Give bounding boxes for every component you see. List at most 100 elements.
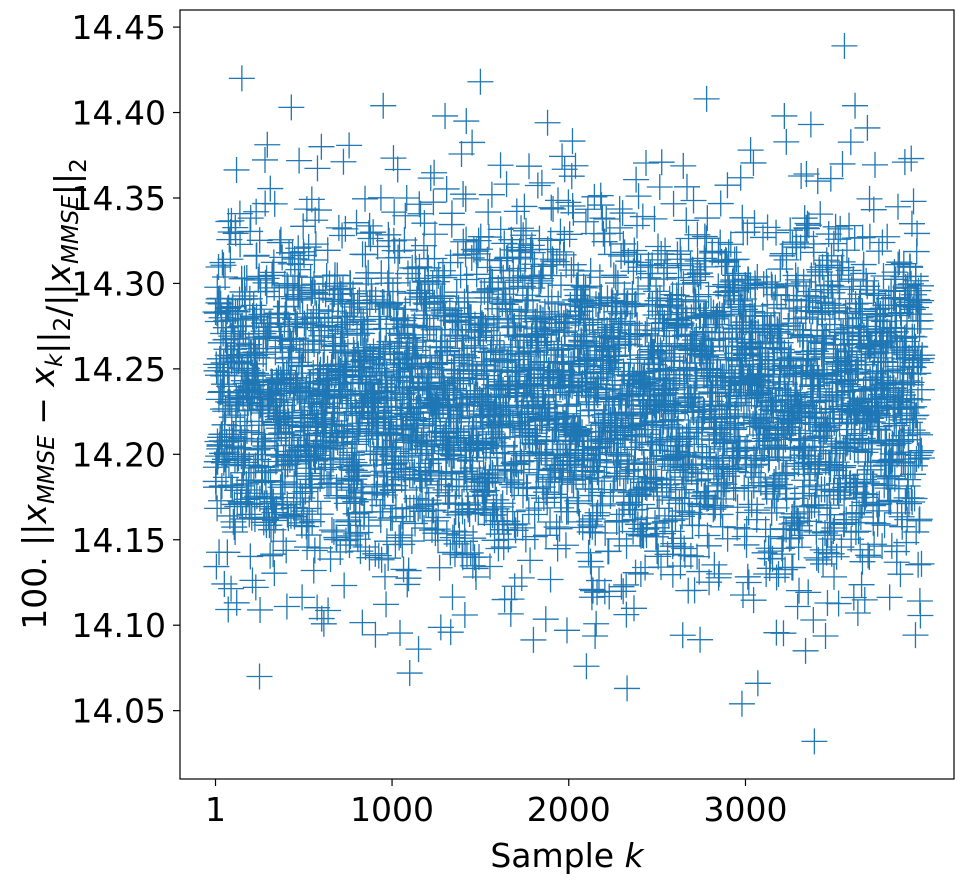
data-point [684, 467, 711, 494]
data-point [538, 289, 565, 316]
data-point [828, 254, 855, 281]
data-point [668, 252, 695, 279]
data-point [887, 396, 914, 423]
data-point [433, 445, 460, 472]
data-point [488, 493, 515, 520]
data-point [290, 213, 317, 240]
data-point [307, 501, 334, 528]
data-point [551, 156, 578, 183]
data-point [556, 221, 583, 248]
data-point [909, 342, 936, 369]
data-point [450, 181, 477, 208]
data-point [805, 452, 832, 479]
data-points [202, 32, 936, 755]
data-point [477, 444, 504, 471]
data-point [381, 199, 408, 226]
data-point [405, 636, 432, 663]
data-point [289, 484, 316, 511]
data-point [254, 131, 281, 158]
data-point [534, 364, 561, 391]
data-point [279, 240, 306, 267]
data-point [476, 553, 503, 580]
data-point [277, 250, 304, 277]
data-point [329, 222, 356, 249]
data-point [539, 246, 566, 273]
data-point [261, 560, 288, 587]
data-point [807, 201, 834, 228]
data-point [384, 156, 411, 183]
data-point [344, 463, 371, 490]
data-point [233, 486, 260, 513]
data-point [394, 571, 421, 598]
data-point [808, 329, 835, 356]
data-point [386, 237, 413, 264]
data-point [645, 543, 672, 570]
data-point [365, 346, 392, 373]
data-point [437, 619, 464, 646]
data-point [853, 468, 880, 495]
data-point [528, 438, 555, 465]
data-point [295, 234, 322, 261]
x-tick-label: 1000 [350, 790, 434, 829]
data-point [590, 410, 617, 437]
data-point [326, 276, 353, 303]
data-point [411, 210, 438, 237]
data-point [418, 440, 445, 467]
data-point [298, 444, 325, 471]
data-point [253, 278, 280, 305]
data-point [493, 469, 520, 496]
data-point [725, 260, 752, 287]
data-point [860, 196, 887, 223]
data-point [634, 505, 661, 532]
data-point [589, 205, 616, 232]
data-point [219, 293, 246, 320]
data-point [585, 567, 612, 594]
data-point [744, 497, 771, 524]
y-tick-label: 14.30 [72, 264, 166, 303]
data-point [895, 490, 922, 517]
data-point [687, 626, 714, 653]
data-point [908, 550, 935, 577]
data-point [673, 173, 700, 200]
data-point [515, 497, 542, 524]
data-point [433, 520, 460, 547]
data-point [671, 485, 698, 512]
data-point [444, 367, 471, 394]
data-point [554, 617, 580, 644]
data-point [790, 493, 817, 520]
data-point [883, 302, 910, 329]
data-point [492, 291, 519, 318]
data-point [804, 372, 831, 399]
data-point [837, 129, 864, 156]
data-point [255, 457, 282, 484]
data-point [487, 247, 514, 274]
data-point [713, 477, 740, 504]
data-point [422, 351, 449, 378]
data-point [613, 601, 640, 628]
data-point [771, 102, 798, 129]
data-point [905, 551, 932, 578]
data-point [212, 464, 239, 491]
data-point [484, 306, 511, 333]
data-point [758, 499, 785, 526]
data-point [565, 490, 592, 517]
data-point [453, 541, 480, 568]
data-point [236, 501, 263, 528]
data-point [262, 507, 289, 534]
data-point [609, 200, 636, 227]
data-point [411, 515, 438, 542]
data-point [885, 251, 912, 278]
data-point [475, 199, 502, 226]
data-point [237, 543, 264, 570]
data-point [391, 379, 418, 406]
data-point [521, 501, 548, 528]
data-point [639, 409, 666, 436]
data-point [596, 388, 623, 415]
data-point [801, 400, 828, 427]
data-point [862, 151, 889, 178]
data-point [432, 102, 459, 129]
data-point [687, 263, 714, 290]
data-point [597, 483, 624, 510]
data-point [543, 248, 570, 275]
data-point [301, 537, 328, 564]
